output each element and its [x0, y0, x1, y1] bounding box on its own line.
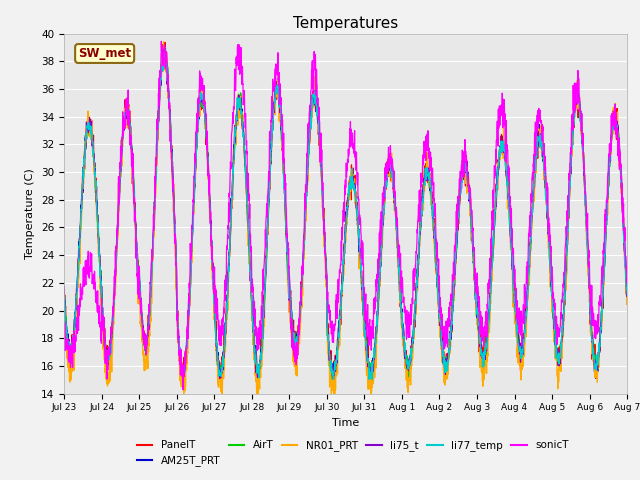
li75_t — [218, 373, 225, 379]
PanelT — [218, 360, 225, 365]
Legend: PanelT, AM25T_PRT, AirT, NR01_PRT, li75_t, li77_temp, sonicT: PanelT, AM25T_PRT, AirT, NR01_PRT, li75_… — [137, 440, 568, 467]
PanelT — [161, 39, 169, 45]
NR01_PRT — [510, 299, 518, 305]
sonicT — [510, 270, 518, 276]
Line: PanelT: PanelT — [64, 42, 627, 384]
AM25T_PRT — [161, 41, 168, 47]
NR01_PRT — [218, 387, 225, 393]
NR01_PRT — [60, 300, 68, 306]
sonicT — [179, 387, 187, 393]
li75_t — [510, 291, 518, 297]
AirT — [574, 95, 582, 100]
AM25T_PRT — [623, 288, 631, 294]
PanelT — [362, 333, 370, 339]
li75_t — [60, 283, 68, 289]
li77_temp — [510, 290, 518, 296]
li77_temp — [623, 292, 631, 298]
sonicT — [589, 311, 597, 316]
PanelT — [367, 382, 374, 387]
PanelT — [589, 347, 597, 352]
AirT — [623, 286, 631, 291]
AM25T_PRT — [589, 351, 597, 357]
li75_t — [589, 349, 597, 355]
li75_t — [574, 95, 582, 100]
li77_temp — [218, 367, 225, 372]
sonicT — [157, 38, 165, 44]
AirT — [161, 46, 168, 52]
PanelT — [623, 283, 631, 288]
Text: SW_met: SW_met — [78, 47, 131, 60]
PanelT — [510, 293, 518, 299]
sonicT — [60, 321, 68, 326]
Title: Temperatures: Temperatures — [293, 16, 398, 31]
sonicT — [375, 255, 383, 261]
NR01_PRT — [574, 106, 582, 112]
NR01_PRT — [160, 39, 168, 45]
AirT — [589, 341, 597, 347]
Y-axis label: Temperature (C): Temperature (C) — [26, 168, 35, 259]
sonicT — [623, 254, 631, 260]
NR01_PRT — [623, 296, 631, 302]
li77_temp — [60, 292, 68, 298]
li77_temp — [179, 381, 187, 387]
AM25T_PRT — [330, 377, 338, 383]
AirT — [510, 287, 518, 292]
NR01_PRT — [362, 342, 370, 348]
AirT — [375, 288, 383, 294]
AM25T_PRT — [574, 95, 582, 100]
sonicT — [218, 330, 225, 336]
Line: AirT: AirT — [64, 49, 627, 385]
NR01_PRT — [375, 305, 383, 311]
li75_t — [362, 348, 370, 353]
li75_t — [330, 376, 337, 382]
Line: AM25T_PRT: AM25T_PRT — [64, 44, 627, 380]
li75_t — [159, 46, 167, 52]
AirT — [180, 382, 188, 388]
li77_temp — [362, 338, 370, 344]
li77_temp — [375, 290, 383, 296]
Line: sonicT: sonicT — [64, 41, 627, 390]
AirT — [218, 366, 225, 372]
NR01_PRT — [589, 359, 597, 365]
AirT — [60, 290, 68, 296]
li77_temp — [574, 88, 582, 94]
AM25T_PRT — [218, 372, 225, 377]
AM25T_PRT — [375, 295, 383, 300]
PanelT — [60, 287, 68, 292]
AM25T_PRT — [362, 333, 370, 339]
PanelT — [375, 298, 383, 303]
li75_t — [623, 282, 631, 288]
li77_temp — [161, 48, 168, 53]
AM25T_PRT — [510, 287, 518, 293]
Line: NR01_PRT: NR01_PRT — [64, 42, 627, 401]
PanelT — [574, 90, 582, 96]
li75_t — [375, 291, 383, 297]
AirT — [362, 338, 370, 344]
NR01_PRT — [367, 398, 375, 404]
sonicT — [362, 317, 370, 323]
Line: li75_t: li75_t — [64, 49, 627, 379]
AM25T_PRT — [60, 295, 68, 300]
sonicT — [574, 68, 582, 73]
li77_temp — [589, 348, 597, 354]
Line: li77_temp: li77_temp — [64, 50, 627, 384]
X-axis label: Time: Time — [332, 418, 359, 428]
